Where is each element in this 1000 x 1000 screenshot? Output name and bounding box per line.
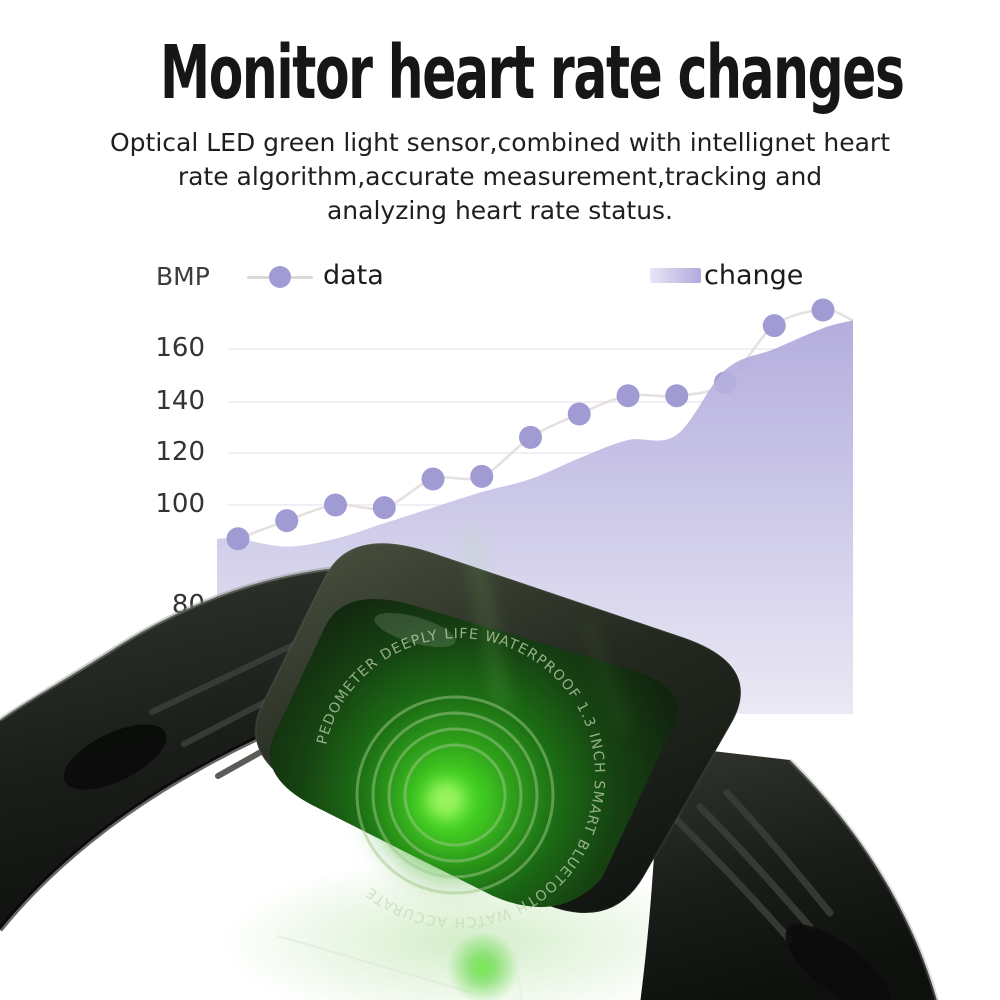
led-glow-core: [426, 780, 466, 820]
data-point: [470, 464, 494, 488]
green-light-beam: [581, 618, 629, 732]
strap-recess-right: [785, 924, 891, 1000]
y-tick-label: 100: [155, 489, 205, 519]
data-point: [616, 384, 640, 408]
subtitle-line-1: Optical LED green light sensor,combined …: [110, 128, 890, 157]
subtitle-line-2: rate algorithm,accurate measurement,trac…: [177, 162, 823, 191]
data-point: [372, 496, 396, 520]
page-title: Monitor heart rate changes: [160, 30, 905, 116]
data-point: [275, 509, 299, 533]
glass-glare: [374, 612, 456, 648]
y-tick-label: 140: [155, 386, 205, 416]
green-light-beam: [462, 526, 510, 707]
data-point: [519, 425, 542, 449]
y-tick-label: 160: [155, 333, 205, 363]
data-point: [421, 467, 445, 491]
strap-ridges-right: [666, 789, 834, 944]
table-glow-spot: [447, 932, 519, 1000]
watch-strap-right: [640, 745, 939, 1000]
strap-recess-left: [63, 724, 167, 790]
data-point: [324, 493, 347, 517]
sensor-rings: [355, 695, 555, 895]
surface-reflection-line: [277, 935, 471, 993]
y-tick-label: 120: [155, 437, 205, 467]
data-point: [567, 402, 591, 426]
data-point: [226, 527, 250, 551]
data-point: [762, 314, 786, 338]
data-point: [811, 298, 835, 322]
subtitle-line-3: analyzing heart rate status.: [326, 196, 674, 225]
subtitle: Optical LED green light sensor,combined …: [0, 126, 1000, 228]
data-point: [665, 384, 689, 408]
